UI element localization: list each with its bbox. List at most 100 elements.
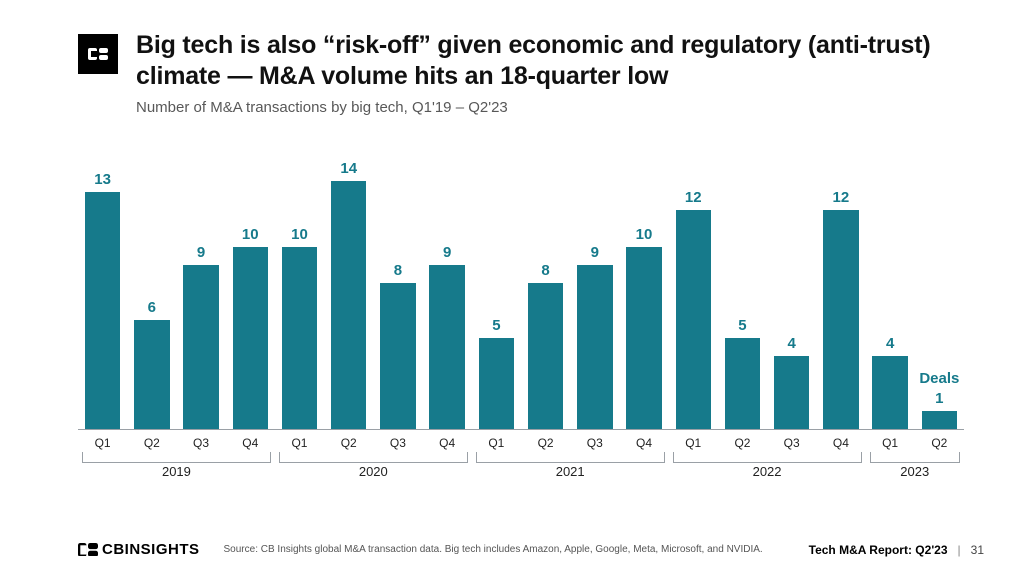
bar-value-label: 12 <box>833 189 850 206</box>
footer: CBINSIGHTS Source: CB Insights global M&… <box>78 541 984 558</box>
bar-value-label: 9 <box>443 244 451 261</box>
year-group: 2023 <box>866 452 964 481</box>
bar-rect <box>429 265 464 429</box>
quarter-labels-row: Q1Q2Q3Q4Q1Q2Q3Q4Q1Q2Q3Q4Q1Q2Q3Q4Q1Q2 <box>78 436 964 450</box>
bar-rect <box>626 247 661 429</box>
quarter-label: Q3 <box>176 436 225 450</box>
quarter-label: Q3 <box>373 436 422 450</box>
page-subtitle: Number of M&A transactions by big tech, … <box>136 99 964 116</box>
title-block: Big tech is also “risk-off” given econom… <box>136 30 964 116</box>
bar-slot: 12 <box>816 160 865 429</box>
quarter-label: Q2 <box>324 436 373 450</box>
quarter-label: Q1 <box>275 436 324 450</box>
bar-rect <box>183 265 218 429</box>
bar-rect <box>774 356 809 429</box>
logo-badge <box>78 34 118 74</box>
bar-slot: 9 <box>176 160 225 429</box>
bar-slot: 9 <box>423 160 472 429</box>
page-title: Big tech is also “risk-off” given econom… <box>136 30 964 93</box>
bar-value-label: 4 <box>788 335 796 352</box>
bar-rect <box>380 283 415 429</box>
bar-slot: 6 <box>127 160 176 429</box>
bar-rect <box>872 356 907 429</box>
bar-slot: 10 <box>275 160 324 429</box>
year-label: 2023 <box>900 464 929 479</box>
bar-value-label: 12 <box>685 189 702 206</box>
bar-value-label: 8 <box>541 262 549 279</box>
year-label: 2022 <box>753 464 782 479</box>
quarter-label: Q4 <box>619 436 668 450</box>
page-separator: | <box>958 543 961 557</box>
deals-annotation: Deals <box>919 370 959 387</box>
quarter-label: Q2 <box>521 436 570 450</box>
year-group: 2021 <box>472 452 669 481</box>
report-name: Tech M&A Report: Q2'23 <box>809 543 948 557</box>
quarter-label: Q3 <box>767 436 816 450</box>
bar-rect <box>479 338 514 429</box>
year-label: 2020 <box>359 464 388 479</box>
quarter-label: Q1 <box>472 436 521 450</box>
bar-value-label: 10 <box>242 226 259 243</box>
bar-chart: 1369101014895891012541241Deals Q1Q2Q3Q4Q… <box>78 160 964 490</box>
bar-rect <box>282 247 317 429</box>
page-number: 31 <box>971 543 984 557</box>
bar-value-label: 14 <box>340 160 357 177</box>
year-label: 2019 <box>162 464 191 479</box>
quarter-label: Q2 <box>718 436 767 450</box>
quarter-label: Q1 <box>669 436 718 450</box>
bar-slot: 8 <box>521 160 570 429</box>
footer-left: CBINSIGHTS Source: CB Insights global M&… <box>78 541 763 558</box>
brand-text: CBINSIGHTS <box>102 541 200 558</box>
bar-rect <box>676 210 711 429</box>
bar-value-label: 6 <box>148 299 156 316</box>
quarter-label: Q4 <box>226 436 275 450</box>
year-group: 2019 <box>78 452 275 481</box>
bar-value-label: 10 <box>636 226 653 243</box>
bar-value-label: 1 <box>935 390 943 407</box>
bar-value-label: 10 <box>291 226 308 243</box>
bar-rect <box>922 411 957 429</box>
quarter-label: Q1 <box>866 436 915 450</box>
bar-slot: 12 <box>669 160 718 429</box>
quarter-label: Q2 <box>127 436 176 450</box>
bar-rect <box>331 181 366 429</box>
bar-rect <box>85 192 120 429</box>
bar-slot: 13 <box>78 160 127 429</box>
quarter-label: Q1 <box>78 436 127 450</box>
bar-slot: 10 <box>226 160 275 429</box>
bar-value-label: 4 <box>886 335 894 352</box>
bar-value-label: 9 <box>197 244 205 261</box>
quarter-label: Q4 <box>816 436 865 450</box>
bar-slot: 4 <box>767 160 816 429</box>
bar-slot: 5 <box>472 160 521 429</box>
bar-rect <box>134 320 169 429</box>
bar-value-label: 8 <box>394 262 402 279</box>
quarter-label: Q4 <box>423 436 472 450</box>
quarter-label: Q3 <box>570 436 619 450</box>
year-group: 2020 <box>275 452 472 481</box>
bar-value-label: 5 <box>492 317 500 334</box>
year-label: 2021 <box>556 464 585 479</box>
quarter-label: Q2 <box>915 436 964 450</box>
bar-slot: 14 <box>324 160 373 429</box>
bar-slot: 9 <box>570 160 619 429</box>
source-text: Source: CB Insights global M&A transacti… <box>224 544 763 555</box>
bar-slot: 10 <box>619 160 668 429</box>
bar-slot: 4 <box>866 160 915 429</box>
cb-logo-icon <box>85 45 111 63</box>
bar-value-label: 9 <box>591 244 599 261</box>
brand-logo: CBINSIGHTS <box>78 541 200 558</box>
header: Big tech is also “risk-off” given econom… <box>0 0 1024 124</box>
bar-slot: 5 <box>718 160 767 429</box>
bar-rect <box>725 338 760 429</box>
year-labels-row: 2019 2020 2021 2022 2023 <box>78 452 964 481</box>
bar-rect <box>577 265 612 429</box>
bars-row: 13 6 9 10 10 14 8 9 5 8 9 10 12 5 4 12 4 1 Deals <box>78 160 964 430</box>
bar-value-label: 13 <box>94 171 111 188</box>
bar-rect <box>823 210 858 429</box>
bar-rect <box>233 247 268 429</box>
year-group: 2022 <box>669 452 866 481</box>
bar-value-label: 5 <box>738 317 746 334</box>
footer-right: Tech M&A Report: Q2'23 | 31 <box>809 543 984 557</box>
bar-slot: 1 Deals <box>915 160 964 429</box>
